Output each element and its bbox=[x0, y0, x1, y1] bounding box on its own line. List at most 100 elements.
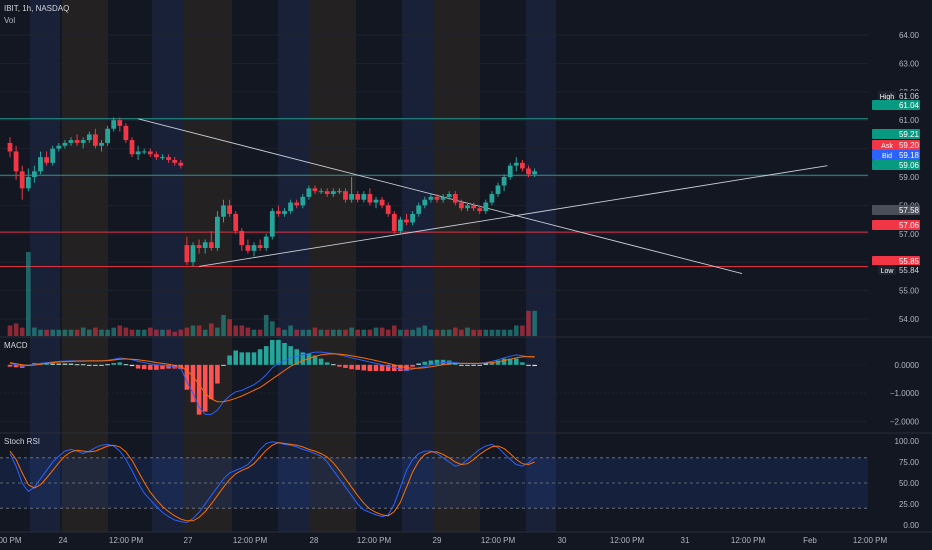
volume-bar bbox=[306, 329, 312, 336]
price-axis-tick: 61.00 bbox=[899, 116, 920, 125]
volume-bar bbox=[50, 329, 55, 336]
macd-histogram-bar bbox=[50, 363, 55, 365]
price-tag bbox=[872, 160, 920, 170]
candle-body bbox=[306, 188, 312, 197]
price-tag-value: 57.06 bbox=[899, 221, 920, 230]
candle-body bbox=[422, 199, 428, 206]
volume-bar bbox=[135, 329, 141, 336]
macd-axis-tick: −2.0000 bbox=[890, 418, 920, 427]
volume-bar bbox=[392, 325, 397, 336]
candle-body bbox=[471, 205, 476, 209]
volume-bar bbox=[160, 329, 165, 336]
macd-histogram-bar bbox=[514, 358, 519, 365]
volume-bar bbox=[294, 329, 299, 336]
macd-histogram-bar bbox=[233, 350, 238, 365]
volume-bar bbox=[209, 323, 214, 336]
macd-histogram-bar bbox=[190, 364, 196, 403]
candle-body bbox=[361, 194, 367, 200]
volume-bar bbox=[105, 329, 110, 336]
macd-axis-tick: 0.0000 bbox=[895, 361, 920, 370]
time-axis-label: Feb bbox=[803, 536, 817, 545]
macd-histogram-bar bbox=[446, 360, 452, 365]
candle-body bbox=[221, 205, 226, 217]
ascending-trendline bbox=[199, 165, 828, 267]
macd-histogram-bar bbox=[221, 364, 226, 366]
price-tag-label-box bbox=[878, 150, 896, 160]
volume-bar bbox=[501, 329, 507, 336]
macd-histogram-bar bbox=[13, 364, 19, 368]
candle-body bbox=[50, 148, 56, 163]
price-tag-value: 59.18 bbox=[899, 151, 920, 160]
volume-bar bbox=[141, 329, 147, 336]
macd-histogram-bar bbox=[331, 364, 336, 366]
volume-bar bbox=[148, 327, 153, 336]
macd-signal-line bbox=[9, 353, 535, 403]
macd-histogram-bar bbox=[507, 358, 513, 365]
macd-histogram-bar bbox=[239, 352, 245, 365]
candle-body bbox=[257, 245, 263, 248]
volume-bar bbox=[166, 329, 171, 336]
candle-body bbox=[166, 157, 171, 160]
candle-body bbox=[489, 194, 495, 203]
candle-body bbox=[269, 211, 275, 237]
volume-bar bbox=[483, 329, 489, 336]
candle-body bbox=[294, 202, 300, 206]
volume-bar bbox=[282, 329, 287, 336]
macd-axis-tick: −1.0000 bbox=[890, 389, 920, 398]
macd-histogram-bar bbox=[337, 364, 342, 367]
volume-bar bbox=[233, 325, 238, 336]
candle-body bbox=[117, 120, 123, 126]
price-axis-tick: 55.00 bbox=[899, 287, 920, 296]
price-tag-label-box bbox=[878, 91, 896, 101]
macd-histogram-bar bbox=[111, 362, 116, 365]
volume-bar bbox=[465, 327, 470, 336]
volume-bar bbox=[355, 329, 360, 336]
candle-body bbox=[178, 162, 184, 166]
candle-body bbox=[300, 196, 306, 206]
volume-bar bbox=[62, 329, 68, 336]
volume-bar bbox=[32, 327, 37, 336]
time-axis-label: 12:00 PM bbox=[610, 536, 645, 545]
price-tag-value: 61.04 bbox=[899, 101, 920, 110]
time-axis-label: 12:00 PM bbox=[853, 536, 888, 545]
candle-body bbox=[215, 216, 220, 248]
macd-histogram-bar bbox=[117, 362, 123, 365]
macd-histogram-bar bbox=[526, 364, 531, 366]
volume-bar bbox=[507, 329, 513, 336]
stoch-rsi-axis-tick: 75.00 bbox=[899, 458, 920, 467]
stoch-rsi-axis-tick: 25.00 bbox=[899, 500, 920, 509]
macd-histogram-bar bbox=[294, 349, 299, 365]
volume-bar bbox=[26, 252, 31, 336]
volume-bar bbox=[196, 325, 202, 336]
symbol-label[interactable]: IBIT, 1h, NASDAQ bbox=[4, 4, 70, 13]
volume-bar bbox=[276, 327, 281, 336]
volume-bar bbox=[526, 310, 531, 336]
price-tag-value: 55.84 bbox=[899, 266, 920, 275]
volume-bar bbox=[471, 329, 476, 336]
price-tag-value: 57.58 bbox=[899, 206, 920, 215]
volume-bar bbox=[154, 329, 159, 336]
volume-bar bbox=[422, 325, 428, 336]
macd-histogram-bar bbox=[483, 363, 489, 365]
macd-histogram-bar bbox=[178, 364, 184, 370]
macd-histogram-bar bbox=[428, 360, 434, 365]
macd-histogram-bar bbox=[349, 364, 354, 370]
candle-body bbox=[190, 245, 196, 263]
macd-histogram-bar bbox=[318, 358, 324, 365]
candle-body bbox=[105, 128, 110, 143]
price-tag-value: 59.21 bbox=[899, 130, 920, 139]
volume-bar bbox=[44, 329, 49, 336]
volume-bar bbox=[74, 329, 80, 336]
candle-body bbox=[233, 213, 239, 231]
candle-body bbox=[13, 151, 19, 172]
candle-body bbox=[68, 140, 74, 143]
candle-body bbox=[80, 140, 86, 143]
macd-histogram-bar bbox=[129, 364, 135, 367]
candle-body bbox=[379, 199, 385, 206]
macd-histogram-bar bbox=[355, 364, 360, 370]
volume-bar bbox=[184, 327, 190, 336]
volume-bar bbox=[349, 327, 354, 336]
volume-bar bbox=[532, 310, 537, 336]
price-axis-tick: 59.00 bbox=[899, 173, 920, 182]
